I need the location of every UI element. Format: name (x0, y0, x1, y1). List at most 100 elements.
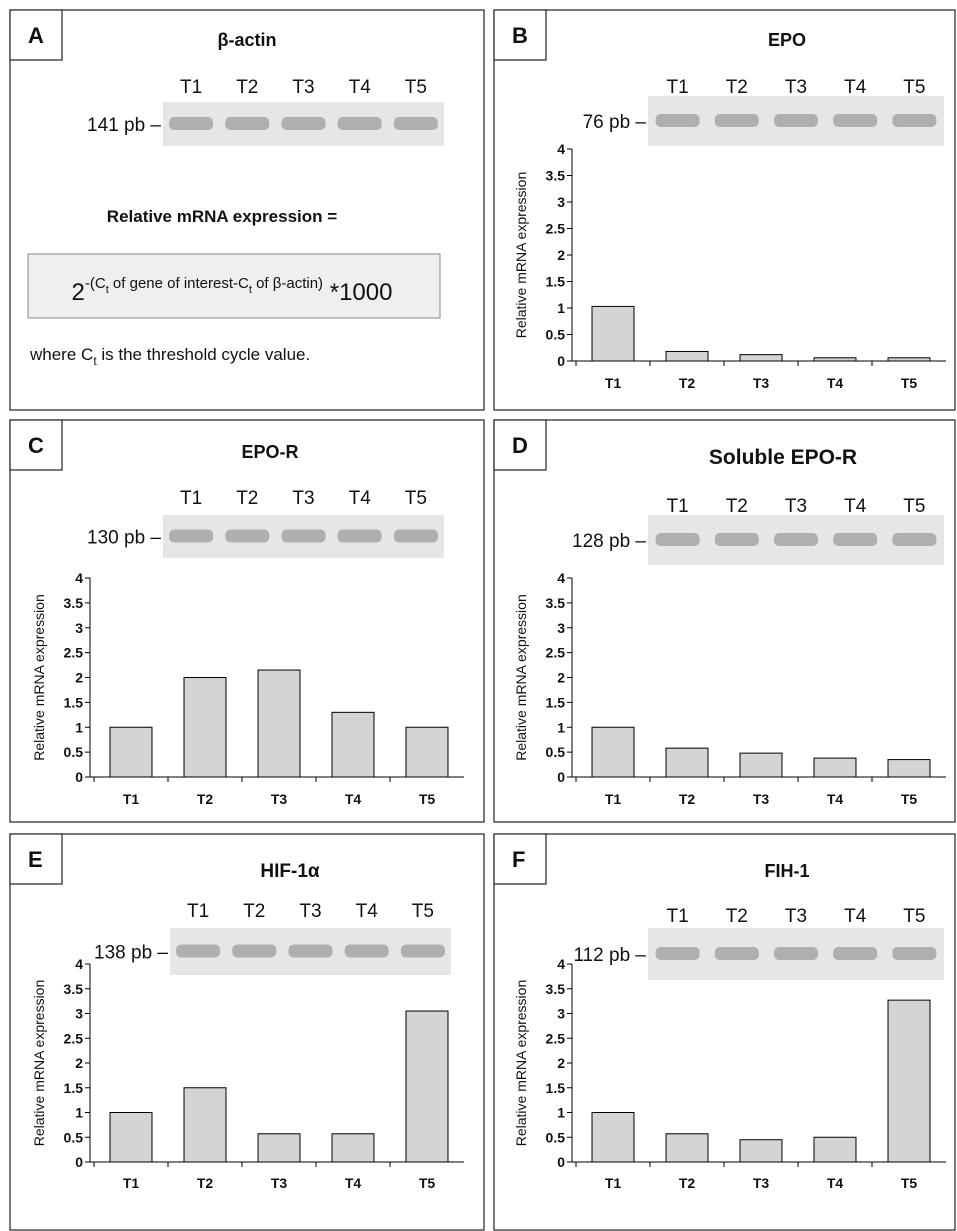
panel-title: β-actin (218, 30, 277, 50)
y-tick-label: 0 (557, 769, 565, 785)
y-tick-label: 4 (557, 141, 565, 157)
lane-label: T3 (292, 77, 314, 98)
panel-letter: E (28, 847, 43, 872)
bar (740, 1140, 782, 1162)
panel-letter: C (28, 433, 44, 458)
exponent: of β-actin) (252, 275, 323, 292)
lane-label: T1 (667, 906, 689, 927)
bar (740, 355, 782, 361)
bar (888, 760, 930, 777)
panel-letter: B (512, 23, 528, 48)
gel-band (232, 945, 276, 958)
gel-band (774, 533, 818, 546)
x-tick-label: T5 (901, 791, 918, 807)
y-tick-label: 1 (75, 719, 83, 735)
y-tick-label: 2.5 (546, 1030, 566, 1046)
lane-label: T3 (785, 496, 807, 517)
y-tick-label: 3.5 (546, 168, 566, 184)
y-tick-label: 4 (557, 570, 565, 586)
lane-label: T2 (243, 901, 265, 922)
gel-band (892, 947, 936, 960)
gel-band (169, 530, 213, 543)
y-tick-label: 3 (557, 194, 565, 210)
y-tick-label: 3 (75, 620, 83, 636)
y-tick-label: 1.5 (546, 694, 566, 710)
y-tick-label: 3.5 (64, 981, 84, 997)
y-axis-label: Relative mRNA expression (513, 594, 529, 761)
bar (258, 670, 300, 777)
gel-band (715, 533, 759, 546)
y-tick-label: 1.5 (546, 274, 566, 290)
lane-label: T5 (903, 77, 925, 98)
y-tick-label: 2 (557, 247, 565, 263)
x-tick-label: T2 (197, 791, 214, 807)
band-size-label: 112 pb – (573, 945, 646, 966)
y-tick-label: 0.5 (546, 1129, 566, 1145)
y-axis-label: Relative mRNA expression (31, 594, 47, 761)
x-tick-label: T5 (901, 375, 918, 391)
y-tick-label: 1.5 (546, 1080, 566, 1096)
bar (184, 678, 226, 778)
panels: Aβ-actinT1T2T3T4T5141 pb –BEPOT1T2T3T4T5… (10, 10, 955, 1230)
lane-label: T1 (187, 901, 209, 922)
lane-label: T5 (903, 496, 925, 517)
gel-band (345, 945, 389, 958)
lane-label: T2 (726, 906, 748, 927)
band-size-label: 76 pb – (583, 112, 647, 133)
note: where C (29, 345, 93, 364)
exponent: of gene of interest-C (109, 275, 249, 292)
gel-band (401, 945, 445, 958)
x-tick-label: T5 (419, 1175, 436, 1191)
y-tick-label: 0.5 (546, 327, 566, 343)
gel-band (338, 117, 382, 130)
lane-label: T5 (405, 77, 427, 98)
x-tick-label: T3 (753, 1175, 770, 1191)
lane-label: T4 (844, 496, 867, 517)
gel-band (656, 533, 700, 546)
y-tick-label: 2.5 (64, 1030, 84, 1046)
lane-label: T3 (785, 77, 807, 98)
x-tick-label: T1 (605, 791, 622, 807)
y-tick-label: 2.5 (546, 645, 566, 661)
y-tick-label: 3.5 (546, 981, 566, 997)
y-tick-label: 2.5 (546, 221, 566, 237)
bar (666, 1134, 708, 1162)
lane-label: T5 (903, 906, 925, 927)
band-size-label: 138 pb – (94, 943, 168, 964)
gel-band (833, 533, 877, 546)
lane-label: T1 (180, 77, 202, 98)
panel-title: HIF-1α (260, 861, 320, 882)
bar (110, 1113, 152, 1163)
gel-band (656, 947, 700, 960)
gel-band (715, 114, 759, 127)
bar (888, 358, 930, 361)
lane-label: T5 (412, 901, 434, 922)
lane-label: T4 (356, 901, 379, 922)
gel-band (176, 945, 220, 958)
lane-label: T4 (349, 488, 372, 509)
lane-label: T2 (236, 77, 258, 98)
gel-band (338, 530, 382, 543)
y-tick-label: 3.5 (64, 595, 84, 611)
y-tick-label: 1 (557, 300, 565, 316)
panel-frame (494, 10, 955, 410)
bar (406, 1011, 448, 1162)
band-size-label: 130 pb – (87, 528, 161, 549)
band-size-label: 141 pb – (87, 115, 161, 136)
y-tick-label: 3 (75, 1006, 83, 1022)
y-tick-label: 4 (75, 956, 83, 972)
y-tick-label: 0 (557, 1154, 565, 1170)
lane-label: T3 (292, 488, 314, 509)
x-tick-label: T1 (123, 791, 140, 807)
x-tick-label: T4 (345, 1175, 362, 1191)
y-axis-label: Relative mRNA expression (513, 980, 529, 1147)
gel-band (282, 530, 326, 543)
panel-letter: A (28, 23, 44, 48)
note: is the threshold cycle value. (97, 345, 311, 364)
gel-band (225, 117, 269, 130)
gel-band (169, 117, 213, 130)
bar (814, 758, 856, 777)
x-tick-label: T3 (271, 1175, 288, 1191)
bar (592, 727, 634, 777)
lane-label: T2 (726, 77, 748, 98)
